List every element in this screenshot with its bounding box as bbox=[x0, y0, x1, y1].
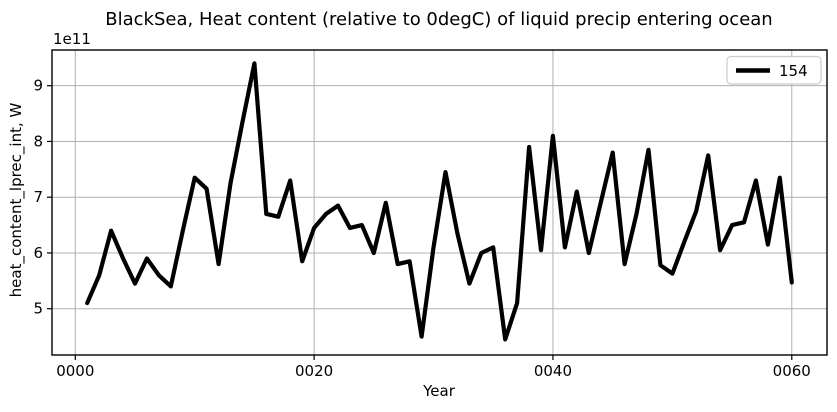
legend-label: 154 bbox=[779, 62, 808, 80]
y-tick-label: 8 bbox=[33, 132, 43, 150]
x-tick-label: 0000 bbox=[56, 362, 94, 380]
x-axis-label: Year bbox=[422, 382, 456, 400]
plot-border bbox=[51, 49, 828, 356]
legend: 154 bbox=[726, 55, 822, 85]
x-tick-label: 0040 bbox=[534, 362, 572, 380]
chart-title: BlackSea, Heat content (relative to 0deg… bbox=[105, 9, 772, 30]
y-axis-label: heat_content_lprec_int, W bbox=[7, 103, 26, 298]
y-tick-label: 5 bbox=[33, 300, 43, 318]
data-series-line bbox=[85, 61, 794, 342]
y-tick-label: 6 bbox=[33, 244, 43, 262]
series-layer bbox=[85, 61, 794, 342]
legend-box bbox=[726, 55, 822, 85]
y-axis-offset-text: 1e11 bbox=[53, 30, 91, 48]
y-tick-label: 9 bbox=[33, 77, 43, 95]
x-tick-label: 0020 bbox=[295, 362, 333, 380]
x-tick-label: 0060 bbox=[773, 362, 811, 380]
tick-layer bbox=[47, 85, 793, 360]
tick-label-layer: 0000 0020 0040 0060 5 6 7 8 9 bbox=[33, 77, 810, 380]
y-tick-label: 7 bbox=[33, 188, 43, 206]
